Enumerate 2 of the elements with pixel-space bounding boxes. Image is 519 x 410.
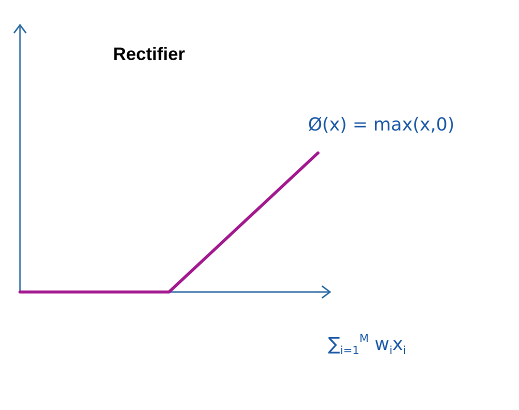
chart-title: Rectifier <box>113 44 186 64</box>
text: Ø(x) = max(x,0) <box>308 114 454 136</box>
